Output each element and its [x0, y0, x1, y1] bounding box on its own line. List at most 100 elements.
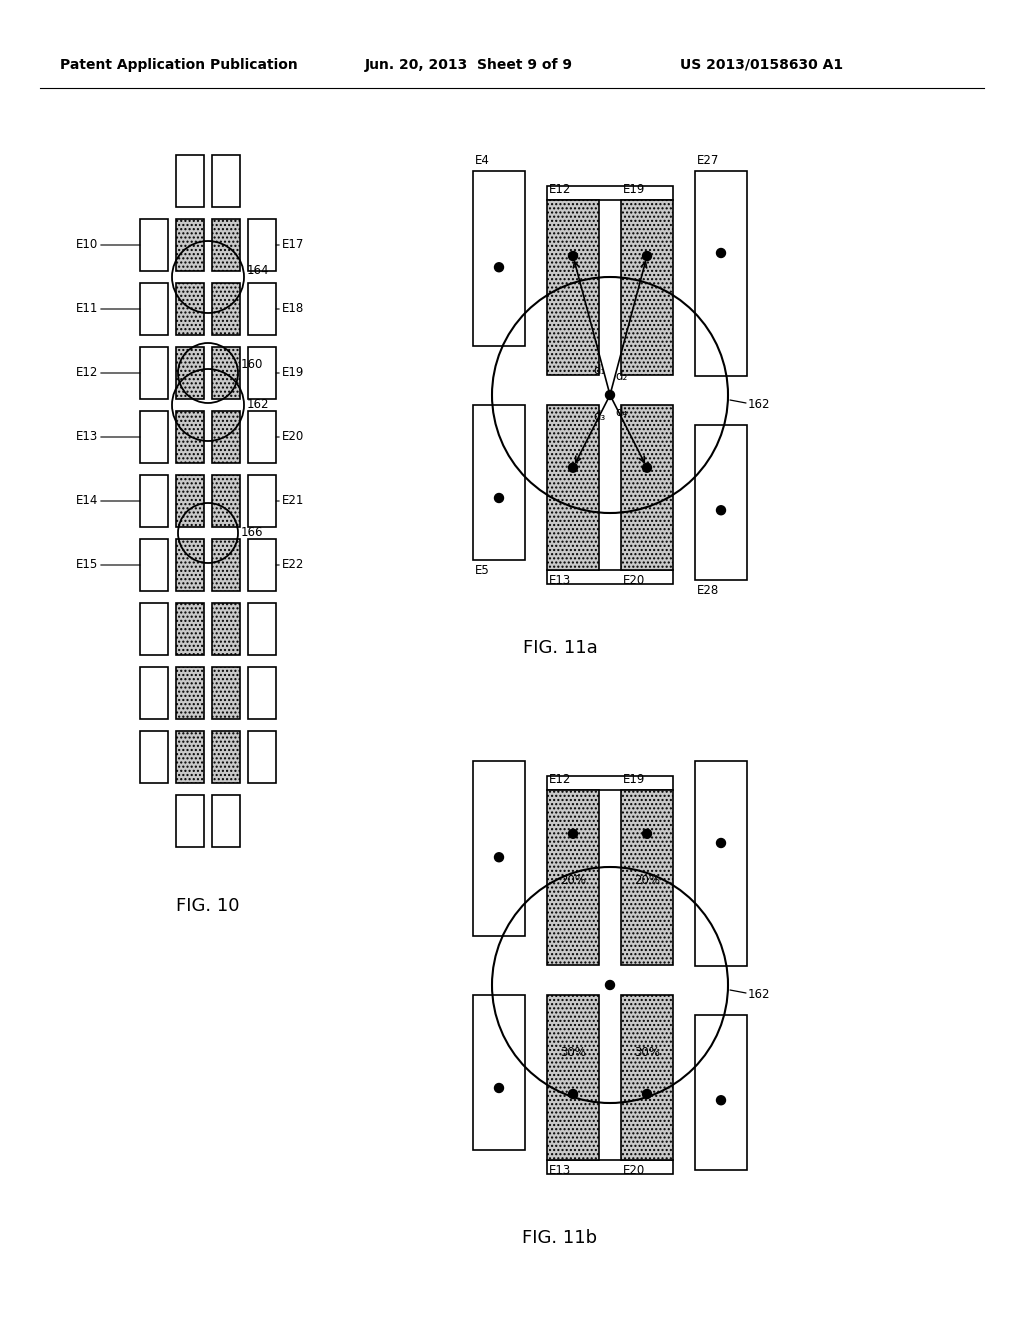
Text: E14: E14	[76, 495, 140, 507]
Bar	[248, 603, 276, 655]
Text: d₃: d₃	[594, 411, 606, 424]
Bar	[176, 795, 204, 847]
Circle shape	[717, 1096, 725, 1105]
Bar	[212, 411, 240, 463]
Circle shape	[717, 506, 725, 515]
Circle shape	[642, 829, 651, 838]
Text: E21: E21	[276, 495, 304, 507]
Text: E13: E13	[76, 430, 140, 444]
Text: E12: E12	[76, 367, 140, 380]
Bar	[212, 667, 240, 719]
Bar	[140, 219, 168, 271]
Bar	[248, 475, 276, 527]
Bar	[547, 1160, 673, 1173]
Circle shape	[642, 1089, 651, 1098]
Bar	[621, 789, 673, 965]
Bar	[621, 995, 673, 1160]
Bar	[547, 186, 673, 201]
Bar	[473, 995, 525, 1150]
Text: E13: E13	[549, 1164, 571, 1177]
Text: Patent Application Publication: Patent Application Publication	[60, 58, 298, 73]
Text: E4: E4	[475, 154, 489, 168]
Bar	[695, 425, 746, 579]
Bar	[176, 154, 204, 207]
Text: E19: E19	[276, 367, 304, 380]
Bar	[473, 405, 525, 560]
Text: E20: E20	[276, 430, 304, 444]
Circle shape	[642, 463, 651, 473]
Bar	[140, 411, 168, 463]
Circle shape	[495, 1084, 504, 1093]
Circle shape	[568, 252, 578, 260]
Circle shape	[605, 981, 614, 990]
Circle shape	[642, 252, 651, 260]
Bar	[140, 731, 168, 783]
Text: E11: E11	[76, 302, 140, 315]
Bar	[212, 475, 240, 527]
Text: E10: E10	[76, 239, 140, 252]
Bar	[212, 154, 240, 207]
Bar	[140, 347, 168, 399]
Bar	[176, 603, 204, 655]
Text: 20%: 20%	[634, 874, 660, 887]
Text: FIG. 10: FIG. 10	[176, 898, 240, 915]
Bar	[547, 995, 599, 1160]
Text: E18: E18	[276, 302, 304, 315]
Circle shape	[717, 838, 725, 847]
Text: E12: E12	[549, 183, 571, 195]
Text: 20%: 20%	[560, 874, 586, 887]
Bar	[547, 570, 673, 583]
Text: FIG. 11a: FIG. 11a	[522, 639, 597, 657]
Bar	[621, 405, 673, 570]
Circle shape	[717, 248, 725, 257]
Circle shape	[568, 1089, 578, 1098]
Circle shape	[495, 853, 504, 862]
Bar	[176, 219, 204, 271]
Text: Jun. 20, 2013  Sheet 9 of 9: Jun. 20, 2013 Sheet 9 of 9	[365, 58, 573, 73]
Bar	[547, 201, 599, 375]
Circle shape	[568, 463, 578, 473]
Text: d₂: d₂	[615, 371, 628, 384]
Bar	[212, 219, 240, 271]
Circle shape	[495, 263, 504, 272]
Bar	[176, 667, 204, 719]
Circle shape	[568, 829, 578, 838]
Bar	[140, 603, 168, 655]
Text: 30%: 30%	[634, 1047, 659, 1059]
Bar	[176, 731, 204, 783]
Bar	[621, 201, 673, 375]
Text: E20: E20	[623, 1164, 645, 1177]
Bar	[140, 282, 168, 335]
Bar	[140, 475, 168, 527]
Bar	[695, 172, 746, 376]
Bar	[695, 762, 746, 966]
Text: US 2013/0158630 A1: US 2013/0158630 A1	[680, 58, 843, 73]
Bar	[140, 667, 168, 719]
Text: E5: E5	[475, 564, 489, 577]
Text: 162: 162	[748, 989, 770, 1002]
Bar	[212, 539, 240, 591]
Bar	[212, 282, 240, 335]
Text: 162: 162	[748, 399, 770, 412]
Bar	[248, 219, 276, 271]
Text: 166: 166	[241, 527, 263, 540]
Bar	[248, 347, 276, 399]
Bar	[140, 539, 168, 591]
Bar	[176, 347, 204, 399]
Bar	[547, 405, 599, 570]
Text: FIG. 11b: FIG. 11b	[522, 1229, 598, 1247]
Text: E28: E28	[697, 583, 719, 597]
Bar	[176, 475, 204, 527]
Text: E12: E12	[549, 774, 571, 785]
Bar	[176, 282, 204, 335]
Text: 160: 160	[241, 359, 263, 371]
Bar	[248, 731, 276, 783]
Circle shape	[495, 494, 504, 503]
Bar	[547, 789, 599, 965]
Text: E27: E27	[697, 154, 720, 168]
Bar	[212, 347, 240, 399]
Bar	[248, 282, 276, 335]
Text: d₁: d₁	[594, 363, 606, 376]
Bar	[473, 172, 525, 346]
Bar	[176, 411, 204, 463]
